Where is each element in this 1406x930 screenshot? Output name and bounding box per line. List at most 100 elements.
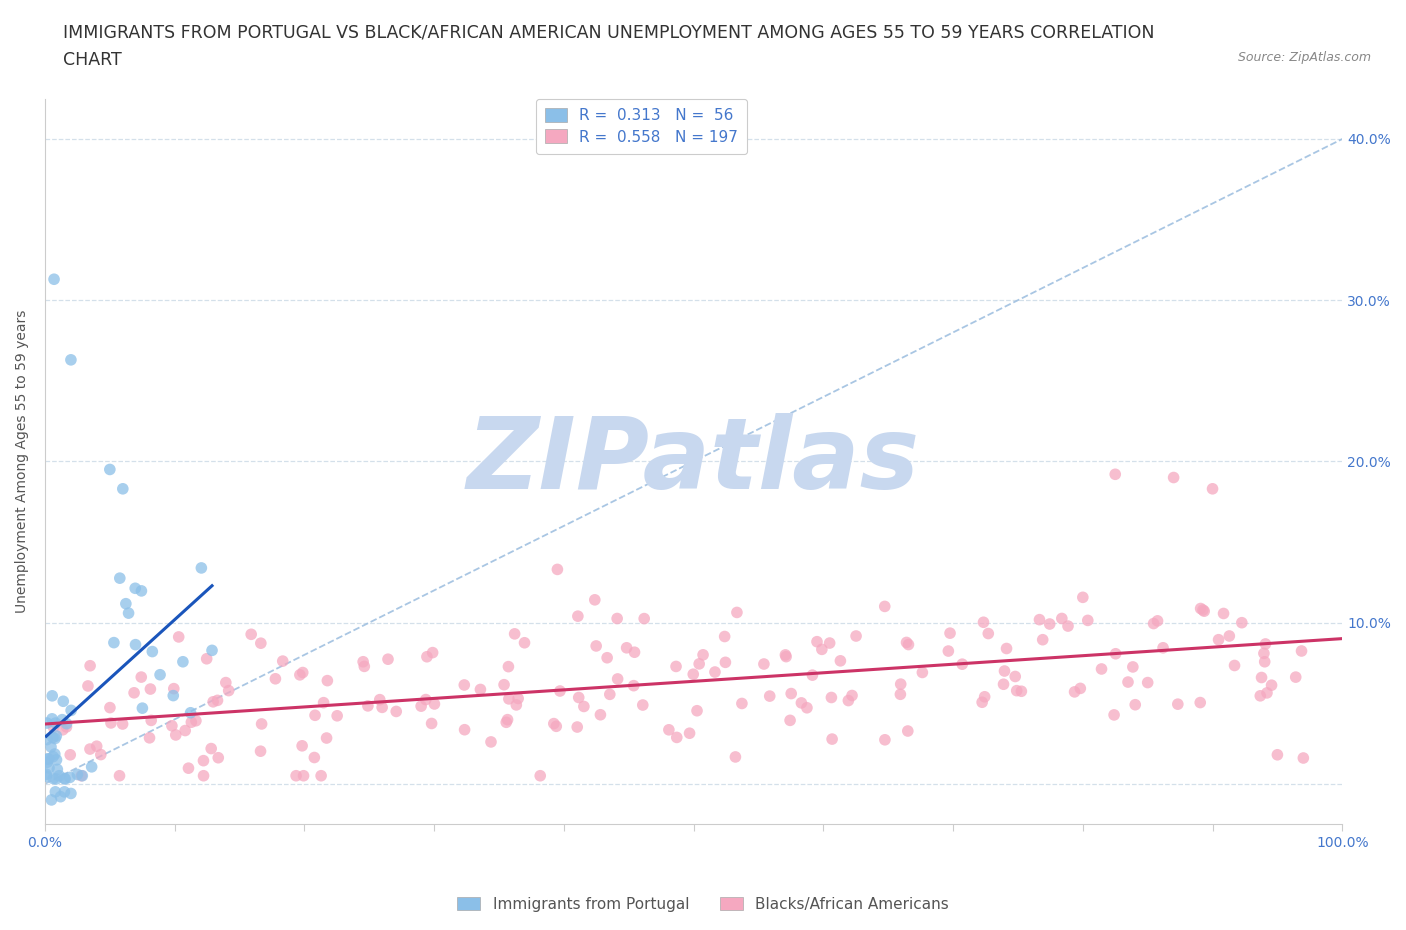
Point xyxy=(682,667,704,682)
Point xyxy=(59,770,82,785)
Point xyxy=(752,657,775,671)
Point xyxy=(45,772,67,787)
Point xyxy=(59,352,82,367)
Point xyxy=(973,689,995,704)
Point xyxy=(160,718,183,733)
Point xyxy=(1201,482,1223,497)
Point xyxy=(495,715,517,730)
Point xyxy=(309,768,332,783)
Point xyxy=(1253,646,1275,661)
Point xyxy=(686,703,709,718)
Point xyxy=(41,688,63,703)
Point xyxy=(108,571,131,586)
Point xyxy=(44,716,66,731)
Point xyxy=(35,732,58,747)
Point xyxy=(498,659,520,674)
Point xyxy=(1010,684,1032,698)
Point xyxy=(172,655,194,670)
Point xyxy=(692,647,714,662)
Point xyxy=(250,716,273,731)
Point xyxy=(599,687,621,702)
Text: ZIPatlas: ZIPatlas xyxy=(467,413,920,510)
Point xyxy=(896,635,918,650)
Point xyxy=(53,772,76,787)
Point xyxy=(837,693,859,708)
Point xyxy=(45,728,67,743)
Point xyxy=(66,767,89,782)
Point xyxy=(122,685,145,700)
Point xyxy=(845,629,868,644)
Point xyxy=(1057,618,1080,633)
Point xyxy=(42,771,65,786)
Point xyxy=(326,709,349,724)
Point xyxy=(131,700,153,715)
Point xyxy=(688,657,710,671)
Point xyxy=(818,635,841,650)
Point xyxy=(124,637,146,652)
Point xyxy=(86,738,108,753)
Point xyxy=(775,647,797,662)
Point xyxy=(567,609,589,624)
Point xyxy=(98,462,121,477)
Point xyxy=(1152,641,1174,656)
Point xyxy=(890,677,912,692)
Point xyxy=(505,698,527,712)
Point xyxy=(79,658,101,673)
Point xyxy=(39,739,62,754)
Point xyxy=(138,730,160,745)
Point xyxy=(1116,674,1139,689)
Point xyxy=(316,673,339,688)
Point xyxy=(1208,632,1230,647)
Point xyxy=(589,708,612,723)
Point xyxy=(1090,661,1112,676)
Point xyxy=(830,654,852,669)
Point xyxy=(508,691,530,706)
Point xyxy=(108,768,131,783)
Point xyxy=(548,684,571,698)
Point xyxy=(420,716,443,731)
Point xyxy=(37,755,59,770)
Point xyxy=(42,272,65,286)
Point xyxy=(292,768,315,783)
Point xyxy=(1063,684,1085,699)
Point xyxy=(51,712,73,727)
Point xyxy=(38,751,60,766)
Point xyxy=(1212,606,1234,621)
Point xyxy=(55,716,77,731)
Point xyxy=(529,768,551,783)
Point xyxy=(713,629,735,644)
Point xyxy=(35,715,58,730)
Point xyxy=(714,655,737,670)
Point xyxy=(678,725,700,740)
Point xyxy=(357,698,380,713)
Point xyxy=(288,668,311,683)
Point xyxy=(1104,467,1126,482)
Point xyxy=(616,641,638,656)
Point xyxy=(1102,708,1125,723)
Point xyxy=(889,687,911,702)
Point xyxy=(264,671,287,686)
Point xyxy=(606,671,628,686)
Point xyxy=(167,630,190,644)
Point xyxy=(873,599,896,614)
Point xyxy=(190,561,212,576)
Point xyxy=(758,688,780,703)
Point xyxy=(1123,698,1146,712)
Point xyxy=(665,659,688,674)
Point xyxy=(250,636,273,651)
Point xyxy=(37,751,59,766)
Point xyxy=(1146,614,1168,629)
Point xyxy=(291,738,314,753)
Point xyxy=(35,769,58,784)
Point xyxy=(995,641,1018,656)
Point xyxy=(304,751,326,765)
Point xyxy=(724,750,747,764)
Point xyxy=(53,784,76,799)
Point xyxy=(543,716,565,731)
Point xyxy=(993,677,1015,692)
Point xyxy=(658,723,681,737)
Point xyxy=(195,651,218,666)
Point xyxy=(41,711,63,726)
Point xyxy=(1142,616,1164,631)
Point xyxy=(1260,678,1282,693)
